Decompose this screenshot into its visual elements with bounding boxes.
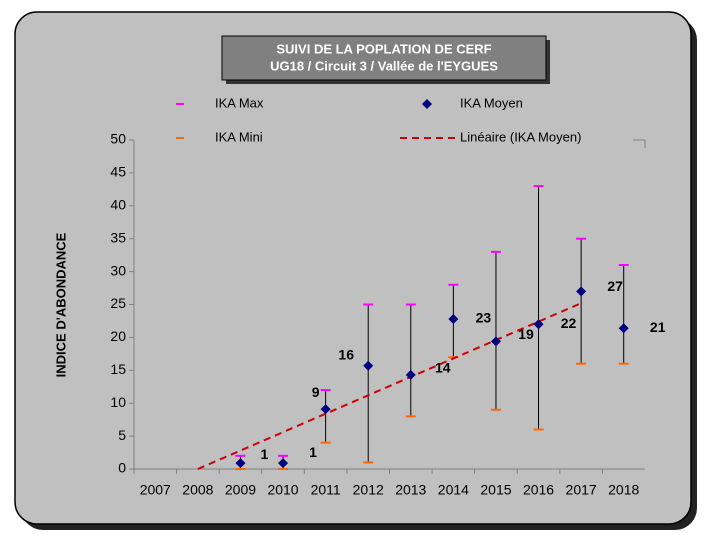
data-label: 16	[338, 346, 354, 362]
point	[363, 360, 374, 371]
y-tick-label: 40	[110, 197, 126, 213]
y-tick-label: 30	[110, 262, 126, 278]
legend-label: Linéaire (IKA Moyen)	[460, 129, 581, 144]
x-tick-label: 2014	[438, 482, 469, 498]
panel	[14, 11, 692, 525]
legend-label: IKA Moyen	[460, 95, 523, 110]
x-tick-label: 2010	[267, 482, 298, 498]
point	[490, 336, 501, 347]
chart-title: UG18 / Circuit 3 / Vallée de l'EYGUES	[270, 58, 498, 73]
point	[320, 404, 331, 415]
x-tick-label: 2017	[566, 482, 597, 498]
data-label: 21	[650, 319, 666, 335]
y-tick-label: 50	[110, 131, 126, 147]
point	[448, 313, 459, 324]
point	[533, 319, 544, 330]
data-label: 14	[435, 360, 451, 376]
legend-label: IKA Mini	[215, 129, 263, 144]
data-label: 1	[309, 444, 317, 460]
data-label: 27	[607, 278, 623, 294]
x-tick-label: 2012	[353, 482, 384, 498]
data-label: 1	[261, 446, 269, 462]
point	[405, 369, 416, 380]
y-tick-label: 20	[110, 328, 126, 344]
point	[576, 286, 587, 297]
y-tick-label: 10	[110, 394, 126, 410]
y-tick-label: 0	[118, 460, 126, 476]
x-tick-label: 2016	[523, 482, 554, 498]
legend-label: IKA Max	[215, 95, 264, 110]
legend-key	[422, 99, 432, 109]
x-tick-label: 2015	[480, 482, 511, 498]
x-tick-label: 2008	[182, 482, 213, 498]
point	[235, 458, 246, 469]
chart-title: SUIVI DE LA POPLATION DE CERF	[276, 41, 491, 56]
y-tick-label: 5	[118, 427, 126, 443]
data-label: 9	[312, 384, 320, 400]
x-tick-label: 2018	[608, 482, 639, 498]
data-label: 23	[476, 310, 492, 326]
point	[618, 323, 629, 334]
point	[278, 458, 289, 469]
x-tick-label: 2009	[225, 482, 256, 498]
trend-line	[197, 302, 582, 470]
y-axis-label: INDICE D'ABONDANCE	[53, 232, 68, 377]
y-tick-label: 35	[110, 229, 126, 245]
data-label: 22	[561, 315, 577, 331]
x-tick-label: 2007	[140, 482, 171, 498]
y-tick-label: 25	[110, 295, 126, 311]
y-tick-label: 45	[110, 164, 126, 180]
x-tick-label: 2011	[311, 482, 341, 498]
x-tick-label: 2013	[395, 482, 426, 498]
title-box	[221, 35, 547, 81]
data-label: 19	[518, 326, 534, 342]
y-tick-label: 15	[110, 361, 126, 377]
